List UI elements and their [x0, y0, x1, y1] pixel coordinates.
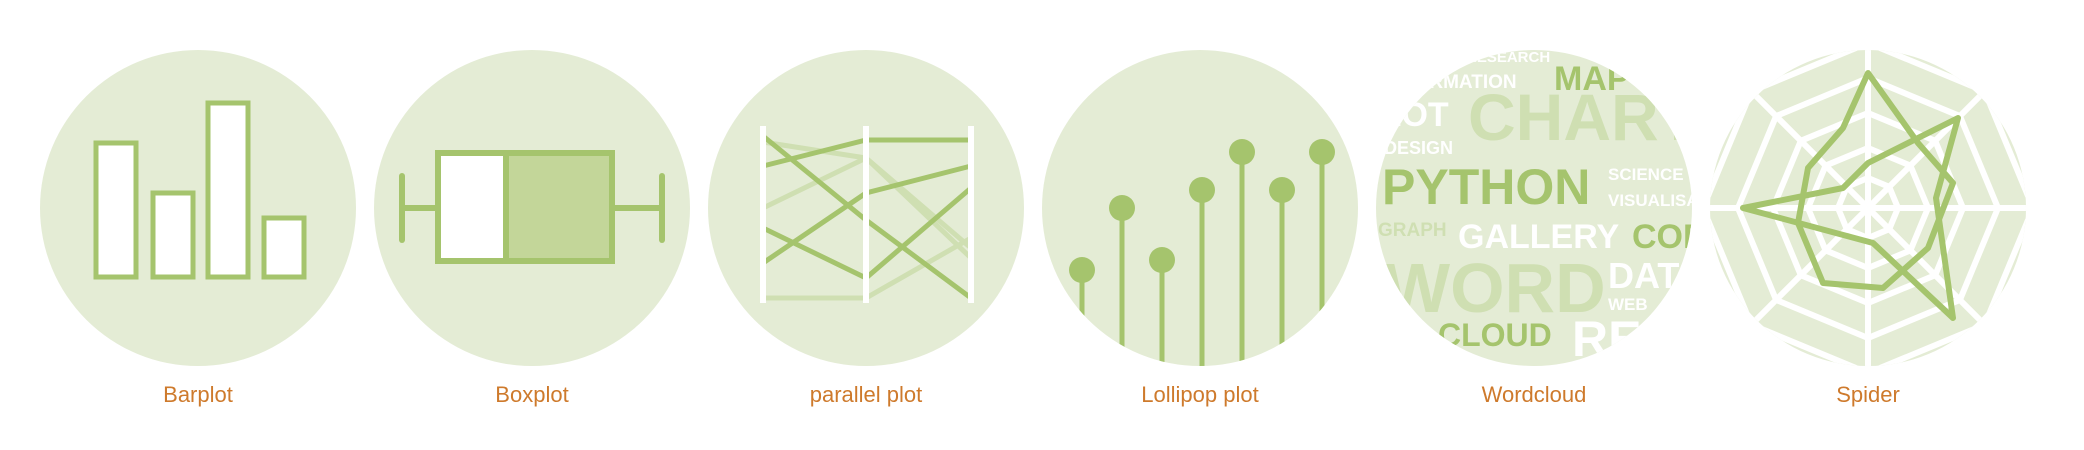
spider-icon [1710, 50, 2026, 366]
wc-word-science: SCIENCE [1608, 165, 1684, 184]
spider-web-spoke [1745, 205, 1871, 331]
gallery-label-parallel-plot: parallel plot [809, 382, 923, 407]
wc-word-gallery: GALLERY [1458, 218, 1620, 256]
barplot-icon [40, 50, 356, 366]
parallel-plot-icon [708, 50, 1024, 366]
wc-word-design: DESIGN [1384, 138, 1453, 158]
wc-word-research: RESEARCH [1466, 49, 1550, 66]
wc-word-web: WEB [1608, 295, 1648, 314]
wc-word-graph: GRAPH [1378, 220, 1447, 241]
gallery-label-wordcloud: Wordcloud [1481, 382, 1587, 407]
wc-word-cloud: CLOUD [1438, 317, 1552, 353]
gallery-label-boxplot: Boxplot [495, 382, 569, 407]
wc-word-word: WORD [1384, 249, 1606, 327]
wc-word-visualisation: VISUALISATION [1608, 191, 1694, 210]
gallery-card-spider[interactable]: Spider [1708, 48, 2028, 428]
gallery-label-spider: Spider [1836, 382, 1900, 407]
spider-web-spoke [1745, 85, 1871, 211]
spider-web-spoke [1865, 85, 1991, 211]
lollipop-plot-icon [1042, 50, 1358, 366]
wc-word-chart: CHART [1468, 80, 1694, 154]
gallery-card-barplot[interactable]: Barplot [38, 48, 358, 428]
spider-web-ring [1710, 50, 2026, 366]
boxplot-icon [374, 50, 690, 366]
wc-word-python: PYTHON [1382, 159, 1590, 215]
wc-word-code: CODE [1632, 218, 1694, 256]
wc-word-data: DATA [1608, 255, 1694, 296]
gallery-label-lollipop-plot: Lollipop plot [1141, 382, 1259, 407]
gallery-card-boxplot[interactable]: Boxplot [372, 48, 692, 428]
gallery-card-parallel-plot[interactable]: parallel plot [706, 48, 1026, 428]
gallery-card-lollipop-plot[interactable]: Lollipop plot [1040, 48, 1360, 428]
wc-word-re: RE [1572, 311, 1641, 367]
gallery-label-barplot: Barplot [163, 382, 233, 407]
spider-web-spoke [1865, 205, 1991, 331]
